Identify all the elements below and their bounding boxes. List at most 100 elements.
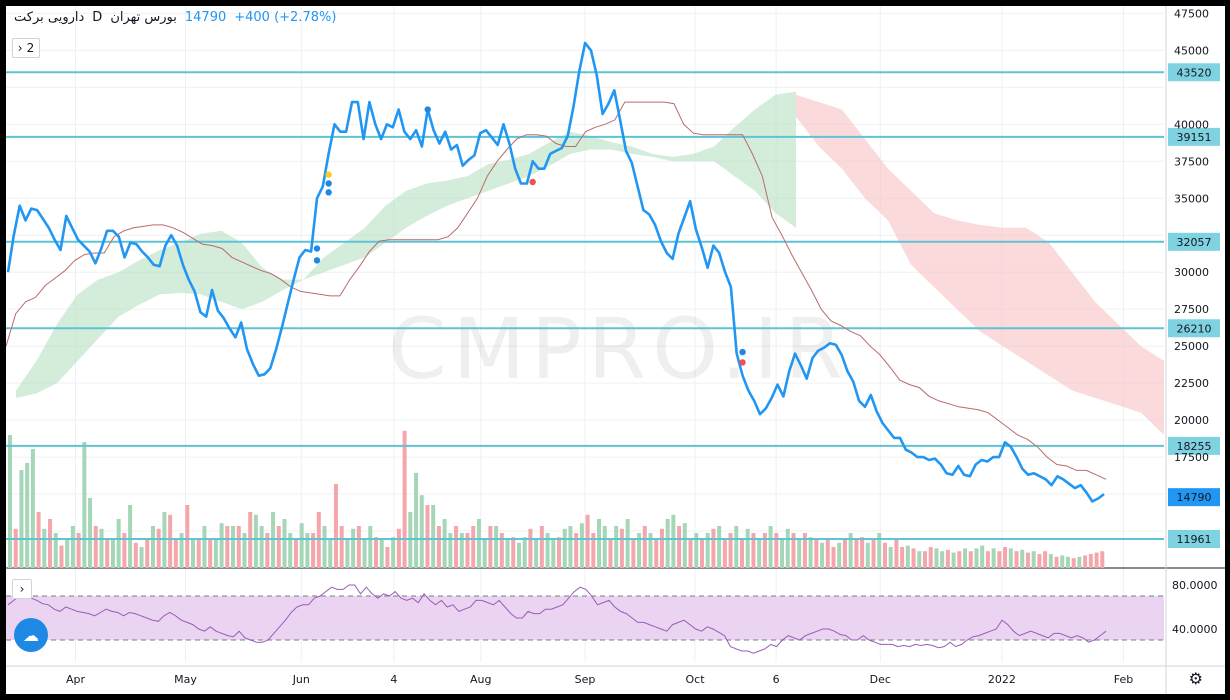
volume-bar — [574, 533, 579, 568]
volume-bar — [213, 540, 218, 568]
volume-bar — [150, 526, 155, 568]
volume-bar — [219, 523, 224, 568]
volume-bar — [179, 533, 184, 568]
volume-bar — [316, 512, 321, 568]
level-tag — [1168, 529, 1220, 548]
price-axis: 1500017500200002250025000275003000035000… — [1168, 7, 1220, 507]
volume-bar — [448, 533, 453, 568]
volume-bar — [699, 540, 704, 568]
volume-bar — [356, 526, 361, 568]
volume-bar — [13, 528, 18, 568]
signal-marker — [325, 180, 332, 187]
volume-bar — [282, 519, 287, 568]
interval-label[interactable]: D — [92, 10, 103, 25]
last-price-tag — [1168, 488, 1220, 507]
volume-bar — [1020, 549, 1025, 568]
volume-bar — [545, 533, 550, 568]
price-tick-label: 40000 — [1174, 118, 1209, 131]
volume-bar — [923, 551, 928, 568]
volume-bar — [877, 533, 882, 568]
volume-bar — [905, 545, 910, 568]
volume-bar — [985, 551, 990, 568]
rsi-pane: 40.0000 80.0000 — [6, 579, 1218, 654]
volume-bar — [980, 545, 985, 568]
price-tick-label: 35000 — [1174, 192, 1209, 205]
volume-bar — [1025, 552, 1030, 568]
price-tick-label: 30000 — [1174, 266, 1209, 279]
price-line — [6, 41, 1105, 503]
volume-bar — [288, 533, 293, 568]
volume-bar — [728, 533, 733, 568]
volume-bar — [974, 548, 979, 568]
volume-bar — [299, 523, 304, 568]
volume-bar — [894, 540, 899, 568]
level-tag — [1168, 63, 1220, 82]
volume-bar — [762, 533, 767, 568]
volume-bar — [797, 540, 802, 568]
volume-bar — [459, 533, 464, 568]
volume-bar — [751, 533, 756, 568]
volume-bar — [425, 505, 430, 568]
volume-bar — [808, 537, 813, 568]
volume-bar — [488, 526, 493, 568]
volume-bar — [139, 547, 144, 568]
volume-bar — [551, 540, 556, 568]
volume-bar — [757, 540, 762, 568]
volume-bar — [494, 526, 499, 568]
level-tag — [1168, 319, 1220, 338]
time-tick-label: Dec — [870, 673, 891, 686]
volume-bar — [997, 551, 1002, 568]
volume-bar — [482, 540, 487, 568]
volume-bar — [1071, 558, 1076, 568]
chart-frame: CMPRO.IR 43520 39151 32057 26210 18255 11961 … — [6, 6, 1225, 694]
kumo-bear-area — [796, 94, 1164, 435]
volume-bar — [76, 533, 81, 568]
collapse-main-button[interactable]: › 2 — [12, 38, 40, 58]
volume-bar — [271, 512, 276, 568]
volume-bar — [963, 548, 968, 568]
volume-bar — [780, 540, 785, 568]
symbol-name[interactable]: دارویی برکت — [14, 10, 85, 25]
level-tag — [1168, 436, 1220, 455]
volume-bar — [642, 526, 647, 568]
volume-bar — [82, 442, 87, 568]
volume-bar — [677, 526, 682, 568]
volume-bar — [93, 526, 98, 568]
volume-bar — [528, 528, 533, 568]
volume-bar — [454, 526, 459, 568]
volume-bar — [802, 533, 807, 568]
volume-bar — [900, 547, 905, 568]
volume-bar — [191, 540, 196, 568]
volume-bar — [185, 505, 190, 568]
tradingview-logo-icon[interactable]: ☁ — [14, 618, 48, 652]
collapse-indicator-button[interactable]: › — [12, 579, 32, 599]
signal-markers — [313, 106, 746, 366]
price-tick-label: 20000 — [1174, 414, 1209, 427]
volume-bar — [1008, 548, 1013, 568]
volume-bar — [499, 533, 504, 568]
volume-bar — [534, 540, 539, 568]
chart-canvas[interactable]: CMPRO.IR 435203915132057262101825511961 … — [6, 6, 1225, 694]
signal-marker — [739, 348, 746, 356]
volume-bar — [951, 552, 956, 568]
volume-bar — [259, 526, 264, 568]
time-tick-label: Feb — [1114, 673, 1133, 686]
volume-bar — [734, 526, 739, 568]
signal-marker — [529, 178, 536, 186]
volume-bar — [156, 528, 161, 568]
volume-bar — [825, 540, 830, 568]
volume-bar — [968, 551, 973, 568]
volume-bar — [785, 528, 790, 568]
time-tick-label: 6 — [773, 673, 780, 686]
volume-bar — [253, 514, 258, 568]
volume-bar — [694, 533, 699, 568]
time-tick-label: Apr — [66, 673, 86, 686]
volume-bar — [53, 533, 58, 568]
volume-bar — [774, 533, 779, 568]
volume-bar — [711, 528, 716, 568]
settings-gear-icon[interactable]: ⚙ — [1188, 669, 1203, 688]
volume-bar — [579, 523, 584, 568]
volume-bar — [374, 537, 379, 568]
volume-bar — [654, 540, 659, 568]
volume-bar — [671, 514, 676, 568]
